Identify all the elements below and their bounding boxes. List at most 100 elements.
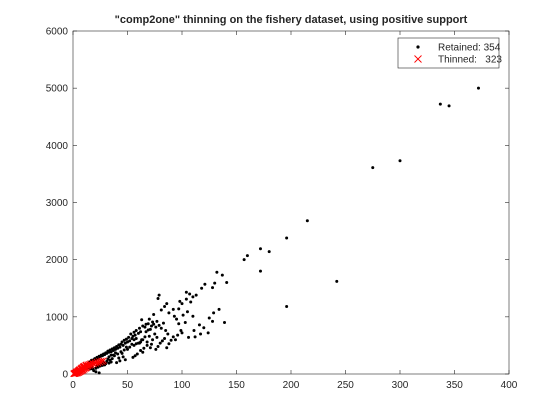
retained-point bbox=[97, 371, 101, 375]
x-tick-label: 400 bbox=[501, 380, 518, 391]
retained-point bbox=[166, 332, 170, 336]
x-tick-label: 250 bbox=[337, 380, 354, 391]
retained-point bbox=[187, 335, 191, 339]
retained-point bbox=[152, 313, 156, 317]
retained-point bbox=[163, 337, 167, 341]
x-tick-label: 150 bbox=[228, 380, 245, 391]
retained-point bbox=[139, 349, 143, 353]
retained-point bbox=[119, 350, 123, 354]
legend-box bbox=[397, 37, 500, 69]
x-tick-label: 100 bbox=[174, 380, 191, 391]
retained-point bbox=[193, 335, 197, 339]
retained-point bbox=[136, 331, 140, 335]
retained-point bbox=[189, 300, 193, 304]
thinned-point bbox=[83, 364, 90, 372]
legend: Retained: 354 Thinned: 323 bbox=[397, 37, 502, 69]
x-axis: 0 50 100 150 200 250 300 350 400 bbox=[70, 31, 518, 391]
retained-point bbox=[121, 355, 125, 359]
retained-point bbox=[447, 104, 451, 108]
retained-point bbox=[191, 295, 195, 299]
retained-point bbox=[215, 270, 219, 274]
retained-point bbox=[133, 354, 137, 358]
retained-point bbox=[151, 320, 155, 324]
retained-point bbox=[211, 286, 215, 290]
retained-point bbox=[223, 321, 227, 325]
retained-point bbox=[179, 329, 183, 333]
retained-point bbox=[171, 335, 175, 339]
retained-point bbox=[107, 361, 111, 365]
retained-point bbox=[134, 342, 138, 346]
retained-point bbox=[164, 329, 168, 333]
retained-point bbox=[141, 338, 145, 342]
retained-point bbox=[258, 269, 262, 273]
retained-point bbox=[149, 342, 153, 346]
retained-point bbox=[159, 326, 163, 330]
retained-point bbox=[177, 322, 181, 326]
retained-point bbox=[144, 322, 148, 326]
retained-point bbox=[111, 353, 115, 357]
retained-point bbox=[172, 314, 176, 318]
retained-point bbox=[135, 352, 139, 356]
y-tick-label: 3000 bbox=[46, 198, 69, 209]
retained-point bbox=[156, 297, 160, 301]
retained-point bbox=[131, 334, 135, 338]
x-tick-label: 50 bbox=[122, 380, 134, 391]
retained-point bbox=[199, 332, 203, 336]
retained-point bbox=[160, 339, 164, 343]
retained-point bbox=[217, 307, 221, 311]
retained-point bbox=[285, 305, 289, 309]
retained-point bbox=[153, 332, 157, 336]
retained-point bbox=[184, 297, 188, 301]
retained-point bbox=[242, 258, 246, 262]
retained-point bbox=[155, 335, 159, 339]
retained-point bbox=[107, 355, 111, 359]
retained-point bbox=[147, 317, 151, 321]
y-tick-label: 2000 bbox=[46, 255, 69, 266]
retained-point bbox=[145, 340, 149, 344]
retained-point bbox=[165, 346, 169, 350]
retained-point bbox=[154, 347, 158, 351]
retained-point bbox=[176, 333, 180, 337]
retained-point bbox=[152, 322, 156, 326]
retained-point bbox=[165, 302, 169, 306]
retained-point bbox=[148, 346, 152, 350]
retained-point bbox=[202, 326, 206, 330]
retained-point bbox=[267, 250, 271, 254]
retained-point bbox=[438, 102, 442, 106]
retained-point bbox=[122, 348, 126, 352]
retained-point bbox=[157, 323, 161, 327]
retained-point bbox=[203, 282, 207, 286]
retained-point bbox=[126, 347, 129, 351]
retained-point bbox=[175, 317, 179, 321]
retained-point bbox=[151, 338, 155, 342]
retained-point bbox=[114, 351, 118, 355]
retained-point bbox=[200, 286, 204, 290]
thinned-point bbox=[71, 370, 78, 377]
data-points bbox=[70, 86, 480, 378]
retained-point bbox=[145, 343, 149, 347]
retained-point bbox=[132, 330, 136, 334]
retained-point bbox=[184, 290, 188, 294]
y-tick-label: 5000 bbox=[46, 84, 69, 95]
y-axis: 0 1000 2000 3000 4000 5000 6000 bbox=[46, 27, 509, 381]
retained-point bbox=[169, 338, 173, 342]
retained-point bbox=[335, 279, 339, 283]
retained-point bbox=[163, 305, 167, 309]
retained-point bbox=[156, 345, 160, 349]
thinned-point bbox=[100, 357, 107, 364]
y-tick-label: 1000 bbox=[46, 312, 69, 323]
retained-point bbox=[305, 219, 309, 223]
retained-point bbox=[117, 343, 121, 347]
retained-point bbox=[476, 86, 480, 90]
retained-point bbox=[207, 316, 211, 320]
retained-point bbox=[134, 329, 138, 333]
retained-point bbox=[154, 325, 158, 329]
retained-point bbox=[211, 319, 215, 323]
retained-point bbox=[143, 335, 147, 339]
retained-point bbox=[105, 359, 109, 363]
retained-point bbox=[130, 342, 134, 346]
retained-point bbox=[173, 338, 177, 342]
retained-point bbox=[118, 359, 122, 363]
retained-point bbox=[180, 302, 184, 306]
retained-point bbox=[188, 292, 192, 296]
